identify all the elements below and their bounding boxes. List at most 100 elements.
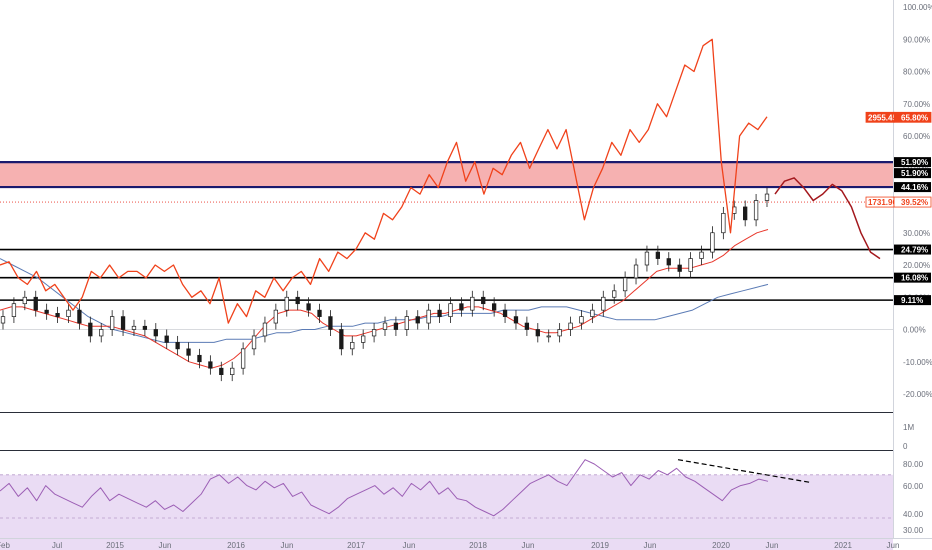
x-tick-label: 2019 [591, 541, 609, 550]
candle[interactable] [579, 316, 584, 324]
candle[interactable] [251, 335, 257, 350]
candle[interactable] [273, 309, 279, 324]
candle[interactable] [426, 309, 431, 324]
comparison-price-badge: 2955.45 65.80% [865, 111, 932, 123]
badge-pct-text: 39.52% [901, 198, 928, 207]
candle[interactable] [677, 264, 682, 272]
candle[interactable] [590, 309, 595, 317]
candle[interactable] [382, 322, 388, 330]
candle[interactable] [350, 342, 355, 350]
rsi-tick-label: 60.00 [903, 482, 924, 491]
candle[interactable] [44, 309, 49, 314]
candle[interactable] [470, 296, 475, 311]
candle[interactable] [219, 367, 224, 376]
time-axis[interactable]: Feb Jul 2015 Jun 2016 Jun 2017 Jun 2018 Jun 2019 Ju… [0, 538, 932, 550]
candle[interactable] [459, 303, 464, 311]
candle[interactable] [644, 251, 650, 266]
x-tick-label: Jun [644, 541, 657, 550]
rsi-divergence-line[interactable] [677, 459, 811, 483]
candle[interactable] [601, 296, 606, 311]
volume-tick-label: 0 [903, 442, 908, 451]
candle[interactable] [721, 213, 726, 234]
candle[interactable] [66, 309, 71, 317]
candle[interactable] [339, 329, 344, 350]
rsi-band [0, 474, 893, 550]
candle[interactable] [655, 251, 661, 259]
candle[interactable] [513, 316, 519, 324]
candle[interactable] [699, 251, 704, 259]
candle[interactable] [666, 258, 671, 266]
candle[interactable] [197, 354, 202, 363]
candle[interactable] [633, 264, 639, 279]
x-tick-label: Jul [52, 541, 62, 550]
candle[interactable] [361, 335, 366, 343]
candle[interactable] [22, 296, 27, 305]
candle[interactable] [415, 316, 420, 324]
level-badge [894, 182, 931, 193]
y-tick-label: 80.00% [903, 68, 930, 77]
rsi-tick-label: 30.00 [903, 526, 924, 535]
candle[interactable] [186, 348, 191, 356]
candle[interactable] [710, 232, 715, 253]
x-tick-label: 2015 [106, 541, 124, 550]
band-badge [894, 168, 931, 179]
projection-curve[interactable] [774, 177, 881, 260]
candle[interactable] [55, 313, 60, 317]
candle[interactable] [99, 329, 104, 337]
candle[interactable] [743, 206, 748, 221]
candle[interactable] [764, 193, 770, 201]
candle[interactable] [437, 309, 442, 317]
candle[interactable] [568, 322, 573, 330]
rsi-tick-label: 40.00 [903, 510, 924, 519]
candle[interactable] [142, 325, 148, 330]
candle[interactable] [284, 296, 289, 311]
candle[interactable] [131, 325, 137, 330]
candle[interactable] [295, 296, 300, 305]
y-tick-label: -20.00% [903, 390, 932, 399]
candle[interactable] [240, 348, 246, 369]
candle[interactable] [491, 303, 497, 311]
candle[interactable] [328, 316, 333, 330]
candle[interactable] [164, 335, 169, 343]
x-tick-label: 2018 [469, 541, 487, 550]
candle[interactable] [88, 322, 93, 337]
candle[interactable] [612, 290, 617, 298]
candle[interactable] [753, 200, 759, 221]
rsi-pane[interactable]: 80.00 60.00 40.00 30.00 [0, 459, 924, 550]
candle[interactable] [11, 303, 17, 317]
candle[interactable] [393, 322, 399, 330]
candle[interactable] [502, 309, 508, 317]
candle[interactable] [688, 258, 693, 272]
y-tick-label: -10.00% [903, 358, 932, 367]
candle[interactable] [481, 296, 486, 305]
candle[interactable] [120, 316, 126, 330]
current-price-badge: 1731.96 39.52% [865, 196, 932, 208]
y-tick-label: 0.00% [903, 326, 926, 335]
candle[interactable] [230, 367, 235, 376]
candle[interactable] [175, 342, 180, 350]
level-badge [894, 157, 931, 168]
x-tick-label: 2021 [834, 541, 852, 550]
main-price-pane[interactable]: 100.00%90.00%80.00%70.00%60.00%50.00%40.… [0, 0, 932, 538]
price-line [0, 38, 768, 324]
candle[interactable] [33, 296, 38, 311]
candle[interactable] [109, 316, 115, 330]
candle[interactable] [622, 277, 628, 292]
candle[interactable] [371, 329, 377, 337]
candle[interactable] [153, 329, 158, 337]
candle[interactable] [306, 303, 311, 311]
candle[interactable] [208, 361, 213, 369]
level-badge-text: 9.11% [901, 296, 923, 305]
level-badge-text: 44.16% [901, 183, 928, 192]
candle[interactable] [535, 329, 540, 337]
candle[interactable] [404, 316, 409, 330]
candle[interactable] [448, 303, 453, 317]
candle[interactable] [557, 329, 562, 337]
candle[interactable] [546, 335, 551, 338]
candle[interactable] [262, 322, 268, 337]
candle[interactable] [77, 309, 82, 324]
candle[interactable] [0, 316, 6, 324]
candle[interactable] [524, 322, 530, 330]
candle[interactable] [317, 309, 322, 317]
